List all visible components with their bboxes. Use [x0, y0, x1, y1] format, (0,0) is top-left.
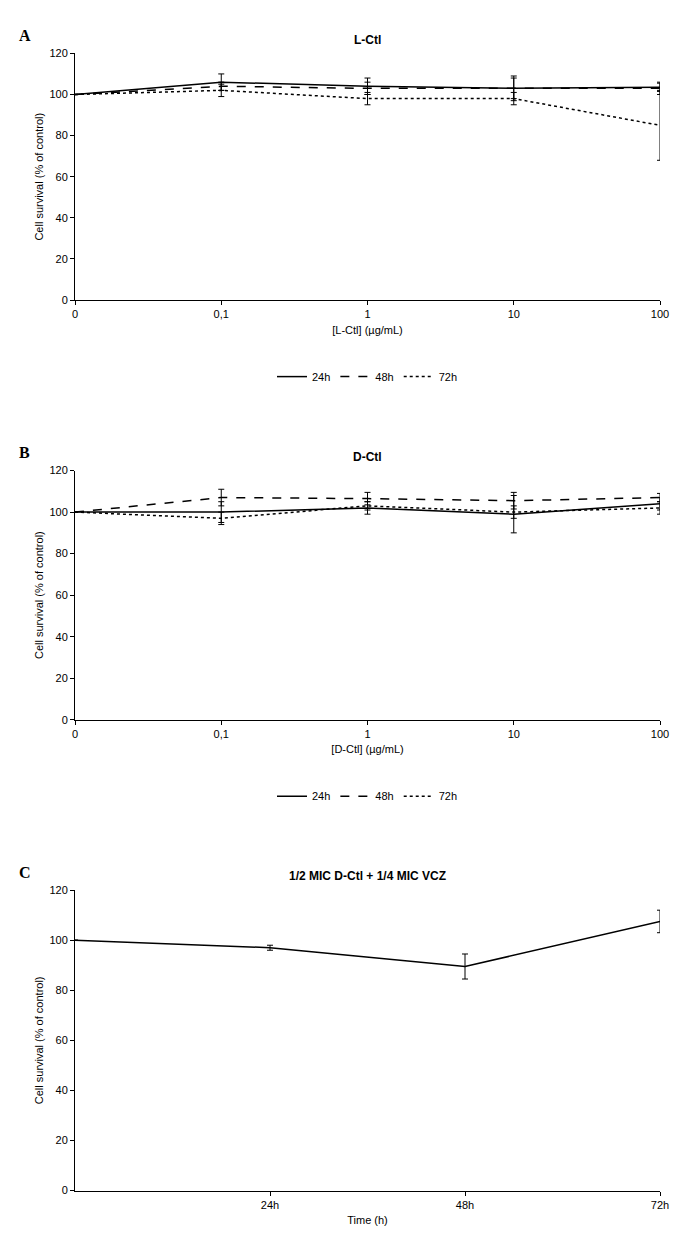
svg-text:20: 20	[56, 1134, 68, 1146]
svg-text:48h: 48h	[375, 371, 393, 383]
svg-text:80: 80	[56, 547, 68, 559]
svg-text:1/2 MIC D-Ctl + 1/4 MIC VCZ: 1/2 MIC D-Ctl + 1/4 MIC VCZ	[289, 869, 446, 883]
svg-text:24h: 24h	[312, 790, 330, 802]
svg-text:80: 80	[56, 129, 68, 141]
svg-text:0: 0	[62, 294, 68, 306]
svg-text:72h: 72h	[439, 371, 457, 383]
svg-text:Cell survival (% of control): Cell survival (% of control)	[33, 531, 45, 659]
svg-text:24h: 24h	[312, 371, 330, 383]
svg-text:C: C	[19, 864, 31, 881]
svg-text:100: 100	[651, 308, 669, 320]
svg-text:Cell survival (% of control): Cell survival (% of control)	[33, 113, 45, 241]
svg-text:40: 40	[56, 212, 68, 224]
svg-text:60: 60	[56, 589, 68, 601]
svg-text:60: 60	[56, 1034, 68, 1046]
svg-text:D-Ctl: D-Ctl	[353, 450, 382, 464]
svg-text:100: 100	[651, 728, 669, 740]
svg-text:0,1: 0,1	[214, 308, 229, 320]
svg-text:0,1: 0,1	[214, 728, 229, 740]
svg-text:Time (h): Time (h)	[347, 1214, 388, 1226]
svg-text:[D-Ctl] (µg/mL): [D-Ctl] (µg/mL)	[331, 743, 403, 755]
svg-text:0: 0	[72, 308, 78, 320]
svg-text:10: 10	[508, 308, 520, 320]
svg-text:40: 40	[56, 631, 68, 643]
svg-text:0: 0	[62, 1184, 68, 1196]
svg-text:48h: 48h	[375, 790, 393, 802]
svg-text:60: 60	[56, 171, 68, 183]
svg-text:120: 120	[49, 47, 67, 59]
svg-text:72h: 72h	[651, 1199, 669, 1211]
svg-text:20: 20	[56, 253, 68, 265]
svg-text:1: 1	[364, 308, 370, 320]
svg-text:10: 10	[508, 728, 520, 740]
svg-text:80: 80	[56, 984, 68, 996]
svg-text:100: 100	[49, 934, 67, 946]
svg-text:20: 20	[56, 672, 68, 684]
svg-text:[L-Ctl] (µg/mL): [L-Ctl] (µg/mL)	[332, 324, 403, 336]
svg-text:0: 0	[72, 728, 78, 740]
svg-text:L-Ctl: L-Ctl	[354, 33, 381, 47]
svg-text:40: 40	[56, 1084, 68, 1096]
svg-text:0: 0	[62, 714, 68, 726]
svg-text:1: 1	[364, 728, 370, 740]
svg-text:Cell survival (% of control): Cell survival (% of control)	[33, 976, 45, 1104]
svg-text:B: B	[19, 444, 30, 461]
svg-text:48h: 48h	[456, 1199, 474, 1211]
svg-text:120: 120	[49, 464, 67, 476]
svg-text:120: 120	[49, 884, 67, 896]
svg-text:24h: 24h	[261, 1199, 279, 1211]
svg-text:100: 100	[49, 506, 67, 518]
svg-text:100: 100	[49, 88, 67, 100]
svg-text:72h: 72h	[439, 790, 457, 802]
svg-text:A: A	[19, 27, 31, 44]
